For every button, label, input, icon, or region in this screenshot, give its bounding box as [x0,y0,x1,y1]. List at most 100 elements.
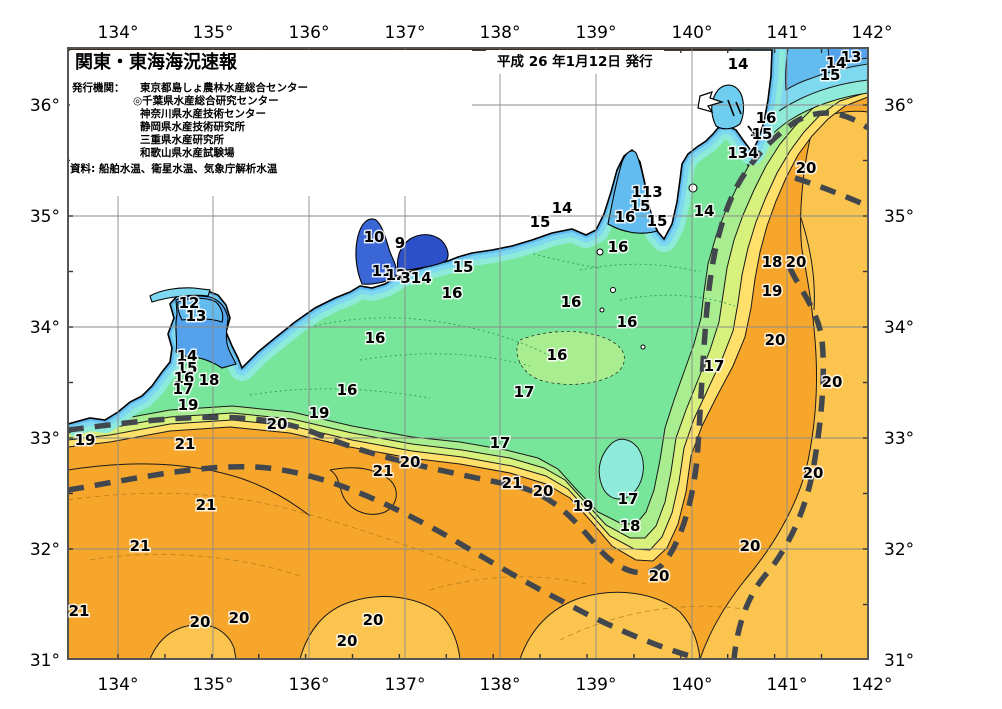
temp-label: 19 [309,404,330,422]
temp-label: 20 [822,373,843,391]
temp-label: 13 [186,307,207,325]
svg-text:140°: 140° [672,23,713,43]
issuer-line: ◎千葉県水産総合研究センター [133,94,279,107]
svg-text:139°: 139° [576,23,617,43]
temp-label: 18 [762,253,783,271]
temp-label: 15 [752,125,773,143]
temp-label: 16 [337,381,358,399]
temp-label: 17 [704,357,725,375]
temp-label: 21 [69,602,90,620]
svg-text:136°: 136° [289,23,330,43]
svg-text:34°: 34° [884,318,914,338]
temp-label: 16 [547,346,568,364]
temp-label: 11 [372,262,393,280]
temp-label: 16 [756,109,777,127]
temp-label: 20 [649,567,670,585]
temp-label: 17 [618,490,639,508]
source-note: 資料: 船舶水温、衛星水温、気象庁解析水温 [70,162,278,175]
temp-label: 113 [631,183,662,201]
svg-text:33°: 33° [884,429,914,449]
temp-label: 20 [190,613,211,631]
temp-label: 17 [490,434,511,452]
temp-label: 21 [373,462,394,480]
temp-label: 18 [620,517,641,535]
svg-text:34°: 34° [30,318,60,338]
temp-label: 20 [400,453,421,471]
svg-text:136°: 136° [289,675,330,695]
temp-label: 21 [130,537,151,555]
svg-text:141°: 141° [767,23,808,43]
temp-label: 20 [363,611,384,629]
svg-text:140°: 140° [672,675,713,695]
issuer-label: 発行機関： [71,81,125,94]
svg-text:135°: 135° [193,23,234,43]
temp-label: 16 [617,313,638,331]
temp-label: 20 [267,415,288,433]
temp-label: 14 [552,199,573,217]
temp-label: 16 [608,238,629,256]
longitude-labels-bottom: 134° 135° 136° 137° 138° 139° 140° 141° 142° [98,675,893,695]
svg-text:35°: 35° [884,207,914,227]
temp-label: 314 [400,269,431,287]
svg-text:36°: 36° [884,96,914,116]
temp-label: 20 [229,609,250,627]
latitude-labels-left: 36° 35° 34° 33° 32° 31° [30,96,60,671]
issuer-line: 和歌山県水産試験場 [139,146,235,159]
temp-label: 13 [841,48,862,66]
issuer-line: 静岡県水産技術研究所 [140,120,245,133]
temp-label: 12 [386,266,407,284]
temp-label: 12 [179,294,200,312]
temp-label: 14 [694,202,715,220]
temp-label: 9 [395,234,405,252]
temp-label: 15 [820,66,841,84]
temp-label: 20 [803,464,824,482]
issuer-line: 東京都島しょ農林水産総合センター [140,81,308,94]
svg-text:35°: 35° [30,207,60,227]
temp-label: 15 [453,258,474,276]
temp-label: 21 [175,435,196,453]
temp-label: 14 [177,347,198,365]
svg-text:141°: 141° [767,675,808,695]
temp-label: 15 [530,213,551,231]
svg-text:142°: 142° [852,675,893,695]
temp-label: 16 [615,208,636,226]
temp-label: 16 [561,293,582,311]
current-arrow-icon [697,91,760,139]
temp-label: 19 [762,282,783,300]
temp-label: 20 [337,632,358,650]
svg-text:32°: 32° [30,540,60,560]
temp-label: 20 [786,253,807,271]
temp-label: 14 [826,54,847,72]
temp-label: 134 [727,144,758,162]
svg-text:31°: 31° [30,651,60,671]
temp-label: 15 [630,197,651,215]
temp-label: 10 [364,228,385,246]
svg-text:137°: 137° [385,675,426,695]
longitude-labels-top: 134° 135° 136° 137° 138° 139° 140° 141° 142° [98,23,893,43]
temp-label: 20 [740,537,761,555]
kuroshio-axis-lines [68,110,868,659]
temp-label: 16 [442,284,463,302]
issuer-line: 神奈川県水産技術センター [140,107,266,120]
issue-date: 平成 26 年1月12日 発行 [497,53,653,70]
temp-label: 21 [502,474,523,492]
map-frame [67,47,869,660]
svg-text:135°: 135° [193,675,234,695]
temp-label: 14 [728,55,749,73]
svg-text:134°: 134° [98,23,139,43]
temp-label: 16 [365,329,386,347]
svg-text:134°: 134° [98,675,139,695]
header-backing [70,50,472,196]
temp-label: 20 [765,331,786,349]
temp-label: 19 [75,431,96,449]
issuer-line: 三重県水産研究所 [140,133,224,146]
temp-label: 18 [199,371,220,389]
svg-text:31°: 31° [884,651,914,671]
svg-text:36°: 36° [30,96,60,116]
temp-label: 21 [196,496,217,514]
temp-label: 17 [173,380,194,398]
svg-text:139°: 139° [576,675,617,695]
